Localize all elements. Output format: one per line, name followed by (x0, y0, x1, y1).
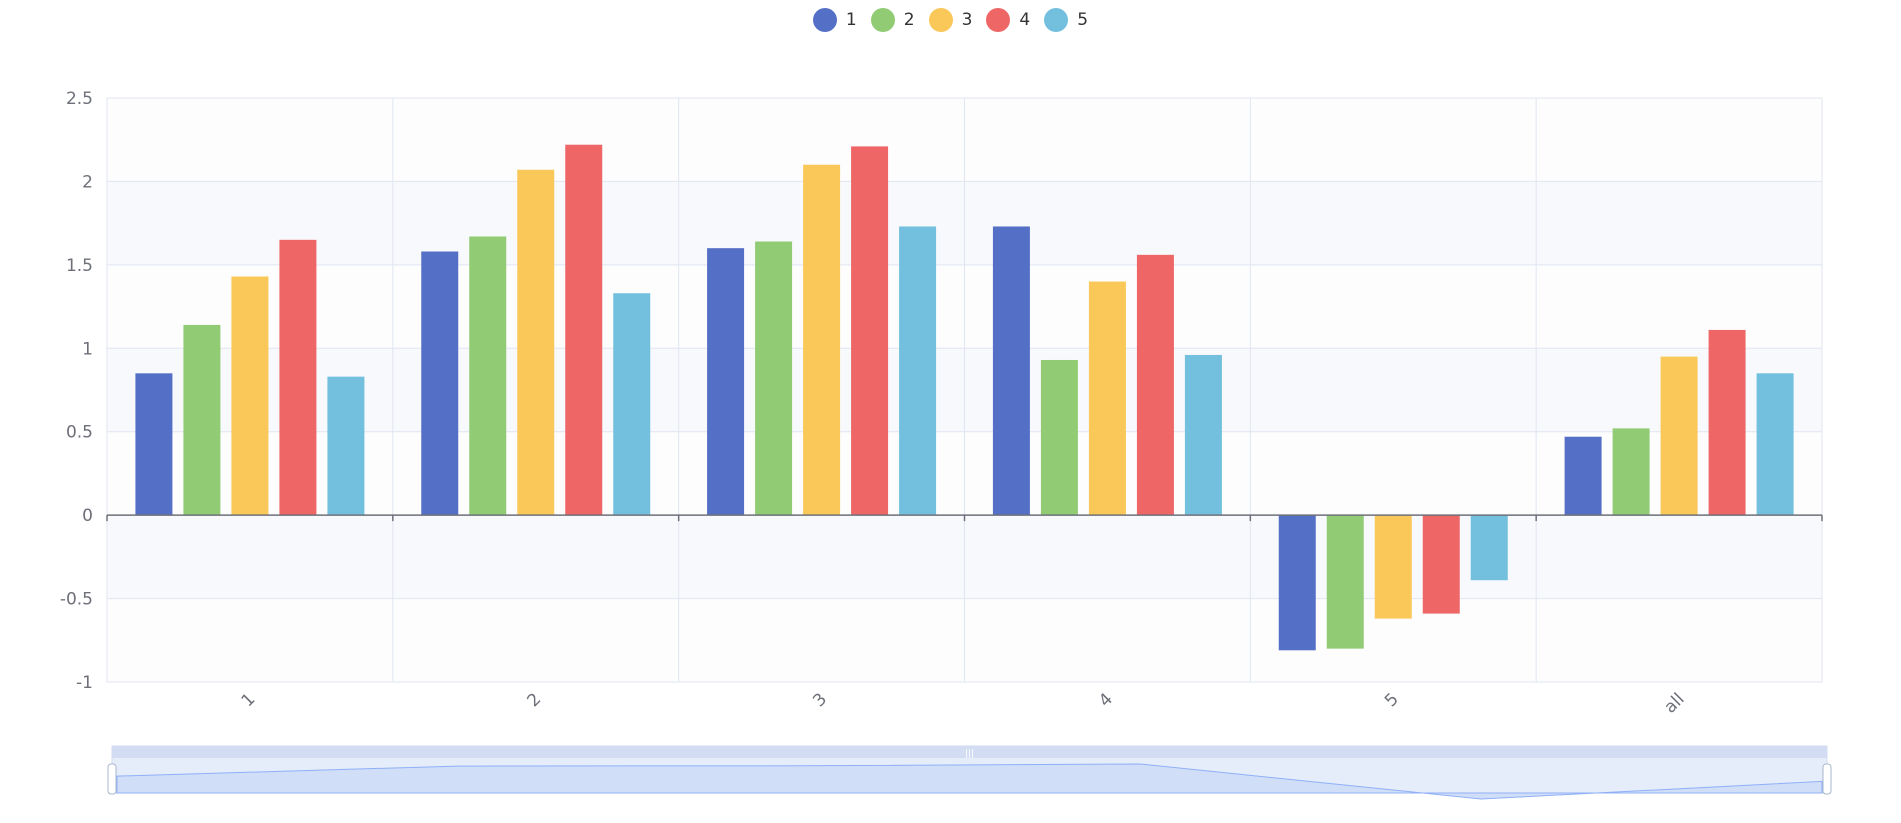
bar-series-1-3[interactable] (707, 248, 745, 516)
bar-series-4-2[interactable] (565, 144, 603, 516)
legend-marker (870, 8, 895, 32)
y-tick-label: 2.5 (66, 89, 93, 109)
legend-item-2[interactable]: 2 (870, 8, 915, 32)
bar-series-2-all[interactable] (1612, 428, 1650, 516)
y-tick-label: 0 (82, 506, 93, 526)
bar-series-4-4[interactable] (1136, 254, 1174, 516)
bar-series-1-5[interactable] (1278, 515, 1316, 651)
legend-item-3[interactable]: 3 (928, 8, 973, 32)
y-tick-label: 1.5 (66, 256, 93, 276)
legend-item-5[interactable]: 5 (1044, 8, 1088, 32)
y-tick-label: -0.5 (60, 590, 93, 610)
bar-series-4-5[interactable] (1422, 515, 1460, 614)
bar-series-5-2[interactable] (613, 293, 651, 516)
legend-marker (928, 8, 953, 32)
legend: 1 2 3 4 5 (0, 8, 1901, 32)
grid-lines (106, 97, 1823, 683)
legend-marker (1044, 8, 1069, 32)
x-tick-label: 1 (238, 689, 260, 711)
legend-item-1[interactable]: 1 (812, 8, 857, 32)
bar-series-3-3[interactable] (803, 164, 841, 516)
y-tick-label: 1 (82, 339, 93, 359)
y-tick-label: 2 (82, 172, 93, 192)
bar-series-1-1[interactable] (135, 373, 173, 516)
zoom-move-handle[interactable] (112, 746, 1827, 758)
bar-series-2-4[interactable] (1040, 359, 1078, 516)
zoom-grip-icon: ||| (965, 749, 974, 759)
legend-marker (986, 8, 1011, 32)
bar-series-2-1[interactable] (183, 324, 221, 516)
bar-series-5-3[interactable] (899, 226, 937, 516)
bar-series-4-all[interactable] (1708, 329, 1746, 516)
bar-series-5-all[interactable] (1756, 373, 1794, 516)
legend-label: 3 (961, 10, 973, 30)
x-tick-label: 4 (1095, 689, 1117, 711)
bar-series-3-1[interactable] (231, 276, 269, 516)
legend-label: 2 (903, 10, 915, 30)
data-zoom-slider: ||| (107, 745, 1832, 800)
bar-series-4-3[interactable] (851, 146, 889, 516)
bar-series-1-4[interactable] (992, 226, 1030, 516)
zoom-preview-area (116, 763, 1823, 800)
x-tick-label: 3 (809, 689, 831, 711)
x-tick-label: 5 (1381, 689, 1403, 711)
bar-series-2-3[interactable] (755, 241, 793, 516)
legend-item-4[interactable]: 4 (986, 8, 1030, 32)
y-tick-label: -1 (76, 673, 93, 693)
bar-series-4-1[interactable] (279, 239, 317, 516)
bar-series-3-5[interactable] (1374, 515, 1412, 619)
legend-label: 4 (1019, 10, 1031, 30)
bar-series-3-2[interactable] (517, 169, 555, 516)
bar-series-2-2[interactable] (469, 236, 507, 516)
legend-marker (812, 8, 837, 32)
x-tick-label: 2 (523, 689, 545, 711)
bar-series-5-1[interactable] (327, 376, 365, 516)
zoom-handle-right[interactable] (1822, 763, 1832, 795)
bar-series-1-2[interactable] (421, 251, 459, 516)
bar-series-5-4[interactable] (1184, 354, 1222, 516)
y-tick-label: 0.5 (66, 423, 93, 443)
bar-series-3-all[interactable] (1660, 356, 1698, 516)
bar-series-1-all[interactable] (1564, 436, 1602, 516)
x-tick-label: all (1660, 689, 1688, 717)
bar-series-2-5[interactable] (1326, 515, 1364, 649)
legend-label: 1 (845, 10, 857, 30)
zoom-handle-left[interactable] (107, 763, 117, 795)
axes (106, 514, 1823, 522)
bar-series-5-5[interactable] (1470, 515, 1508, 581)
bars (135, 144, 1794, 651)
legend-label: 5 (1077, 10, 1089, 30)
bar-series-3-4[interactable] (1088, 281, 1126, 516)
